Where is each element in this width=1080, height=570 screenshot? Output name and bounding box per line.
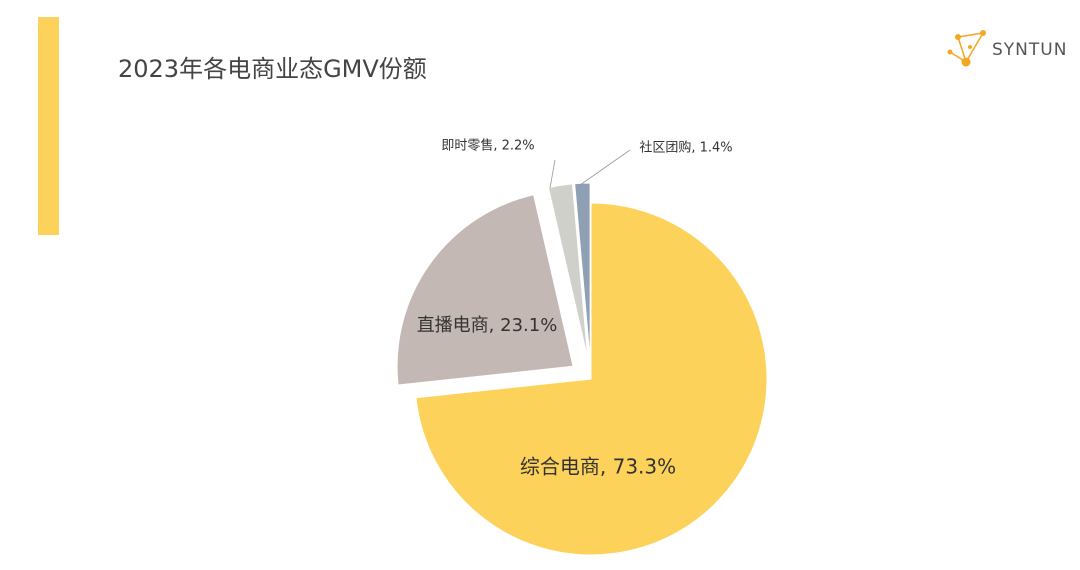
logo: SYNTUN [947,30,1067,67]
leader-line [549,159,556,189]
data-label: 社区团购, 1.4% [639,140,732,156]
pie-slice [415,202,768,556]
pie-slice [547,183,589,360]
data-label: 综合电商, 73.3% [520,455,676,479]
accent-bar [38,17,59,235]
data-label: 直播电商, 23.1% [417,315,558,336]
leader-line [579,149,631,186]
logo-text: SYNTUN [992,40,1067,60]
chart-title: 2023年各电商业态GMV份额 [118,55,427,83]
data-label: 即时零售, 2.2% [441,138,534,154]
pie-slice [396,194,574,386]
